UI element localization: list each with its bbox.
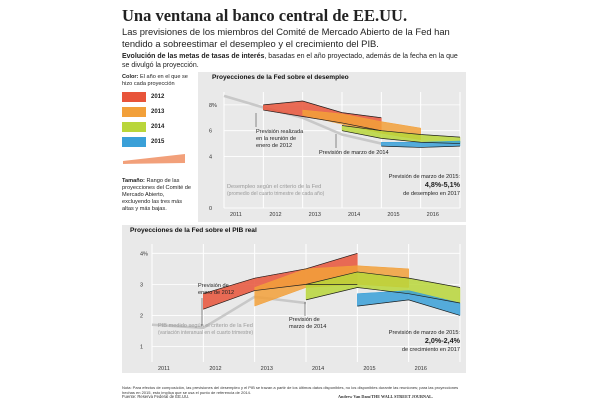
legend-label: 2013 [151,109,165,115]
annotation-mar2014: Previsión de marzo de 2014 [319,150,389,156]
description-rest: , basadas en el año proyectado, además d… [122,53,458,69]
legend-size-swatch [123,152,185,164]
x-tick-label: 2013 [261,366,273,372]
forecast-outline-2015 [381,145,461,148]
legend-size-title: Tamaño: Rango de las proyecciones del Co… [122,178,192,212]
gdp-chart: 20112012201320142015201620171234%PIB med… [140,244,461,372]
page-title: Una ventana al banco central de EE.UU. [122,6,408,25]
actual-label: Desempleo según el criterio de la Fed [227,184,321,190]
x-tick-label: 2014 [312,366,324,372]
forecast-outline-high [305,271,461,288]
chart-description: Evolución de las metas de tasas de inter… [122,52,467,70]
annotation-jan2012-l1: Previsión de [198,283,229,289]
x-tick-label: 2012 [269,212,281,218]
legend-swatch [122,92,146,102]
forecast-outline-low [305,287,461,304]
annotation-mar2015-value: 2,0%-2,4% [425,336,461,345]
page-subtitle: Las previsiones de los miembros del Comi… [122,26,450,49]
y-tick-label: 4% [140,251,148,257]
x-tick-label: 2011 [158,366,170,372]
actual-label: PIB medido según el criterio de la Fed [158,323,253,329]
legend-item-2014: 2014 [122,122,164,132]
annotation-jan2012-l2: en la reunión de [256,136,296,142]
forecast-outline-high [263,100,382,119]
x-tick-label: 2015 [363,366,375,372]
x-tick-label: 2012 [209,366,221,372]
legend-label: 2014 [151,124,165,130]
description-bold: Evolución de las metas de tasas de inter… [122,53,265,60]
x-tick-label: 2014 [348,212,360,218]
legend-item-2012: 2012 [122,92,164,102]
annotation-mar2015-sub: de desempleo en 2017 [403,191,460,197]
forecast-outline-high [341,125,461,138]
legend-item-2015: 2015 [122,137,164,147]
y-tick-label: 6 [209,129,212,135]
publisher-credit: Andrew Van Dam/THE WALL STREET JOURNAL. [338,394,433,399]
y-tick-label: 2 [140,313,143,319]
y-tick-label: 1 [140,344,143,350]
x-tick-label: 2013 [309,212,321,218]
forecast-outline-low [263,109,382,132]
footnote: Nota: Para efectos de composición, las p… [122,385,459,395]
annotation-mar2014-l2: marzo de 2014 [289,324,326,330]
legend-label: 2012 [151,94,165,100]
source-credit: Fuente: Reserva Federal de EE.UU. [122,394,190,399]
annotation-mar2015: Previsión de marzo de 2015: [389,174,461,180]
unemployment-chart: 20112012201320142015201620170468%Desempl… [209,92,461,218]
y-tick-label: 0 [209,206,212,212]
gdp-chart-title: Proyecciones de la Fed sobre el PIB real [130,227,257,234]
x-tick-label: 2016 [415,366,427,372]
actual-sublabel: (promedio del cuarto trimestre de cada a… [227,191,325,197]
actual-sublabel: (variación interanual en el cuarto trime… [158,330,253,336]
forecast-outline-2015 [357,299,461,316]
annotation-jan2012-l1: Previsión realizada [256,129,304,135]
y-tick-label: 3 [140,282,143,288]
y-tick-label: 8% [209,103,217,109]
forecast-outline-high [203,252,358,295]
forecast-outline-low [203,284,358,310]
unemployment-chart-title: Proyecciones de la Fed sobre el desemple… [212,74,349,81]
x-tick-label: 2015 [387,212,399,218]
annotation-mar2014-l1: Previsión de [289,317,320,323]
x-tick-label: 2016 [427,212,439,218]
annotation-mar2015-value: 4,8%-5,1% [425,180,461,189]
annotation-mar2015-sub: de crecimiento en 2017 [402,347,460,353]
y-tick-label: 4 [209,154,212,160]
legend-swatch [122,122,146,132]
legend-label: 2015 [151,139,165,145]
legend-color-title: Color: El año en el que se hizo cada pro… [122,74,188,87]
legend-item-2013: 2013 [122,107,164,117]
x-tick-label: 2011 [230,212,242,218]
forecast-outline-low [341,130,461,144]
actual-line [151,295,307,330]
legend-swatch [122,107,146,117]
annotation-jan2012-l3: enero de 2012 [256,143,292,149]
annotation-jan2012-l2: enero de 2012 [198,290,234,296]
legend-swatch [122,137,146,147]
actual-line [223,94,382,145]
annotation-mar2015: Previsión de marzo de 2015: [389,330,461,336]
